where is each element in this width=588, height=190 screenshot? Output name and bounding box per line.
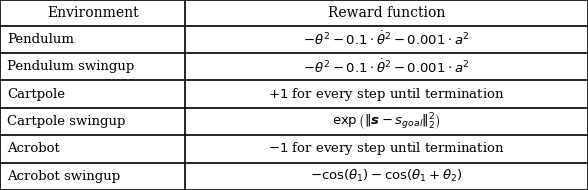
Text: $+1$ for every step until termination: $+1$ for every step until termination (268, 86, 505, 103)
Text: Acrobot: Acrobot (7, 142, 60, 155)
Text: $-\theta^2 - 0.1 \cdot \dot{\theta}^2 - 0.001 \cdot a^2$: $-\theta^2 - 0.1 \cdot \dot{\theta}^2 - … (303, 58, 470, 76)
Text: $\exp\left(\|\boldsymbol{s} - s_{goal}\|_2^2\right)$: $\exp\left(\|\boldsymbol{s} - s_{goal}\|… (332, 111, 441, 132)
Text: Pendulum swingup: Pendulum swingup (7, 60, 134, 73)
Text: Reward function: Reward function (328, 6, 445, 20)
Text: Environment: Environment (47, 6, 138, 20)
Text: Cartpole: Cartpole (7, 88, 65, 101)
Text: $-\cos(\theta_1) - \cos(\theta_1 + \theta_2)$: $-\cos(\theta_1) - \cos(\theta_1 + \thet… (310, 168, 463, 184)
Text: Acrobot swingup: Acrobot swingup (7, 170, 120, 183)
Text: Cartpole swingup: Cartpole swingup (7, 115, 125, 128)
Text: $-\theta^2 - 0.1 \cdot \dot{\theta}^2 - 0.001 \cdot a^2$: $-\theta^2 - 0.1 \cdot \dot{\theta}^2 - … (303, 31, 470, 48)
Text: Pendulum: Pendulum (7, 33, 74, 46)
Text: $-1$ for every step until termination: $-1$ for every step until termination (268, 140, 505, 157)
